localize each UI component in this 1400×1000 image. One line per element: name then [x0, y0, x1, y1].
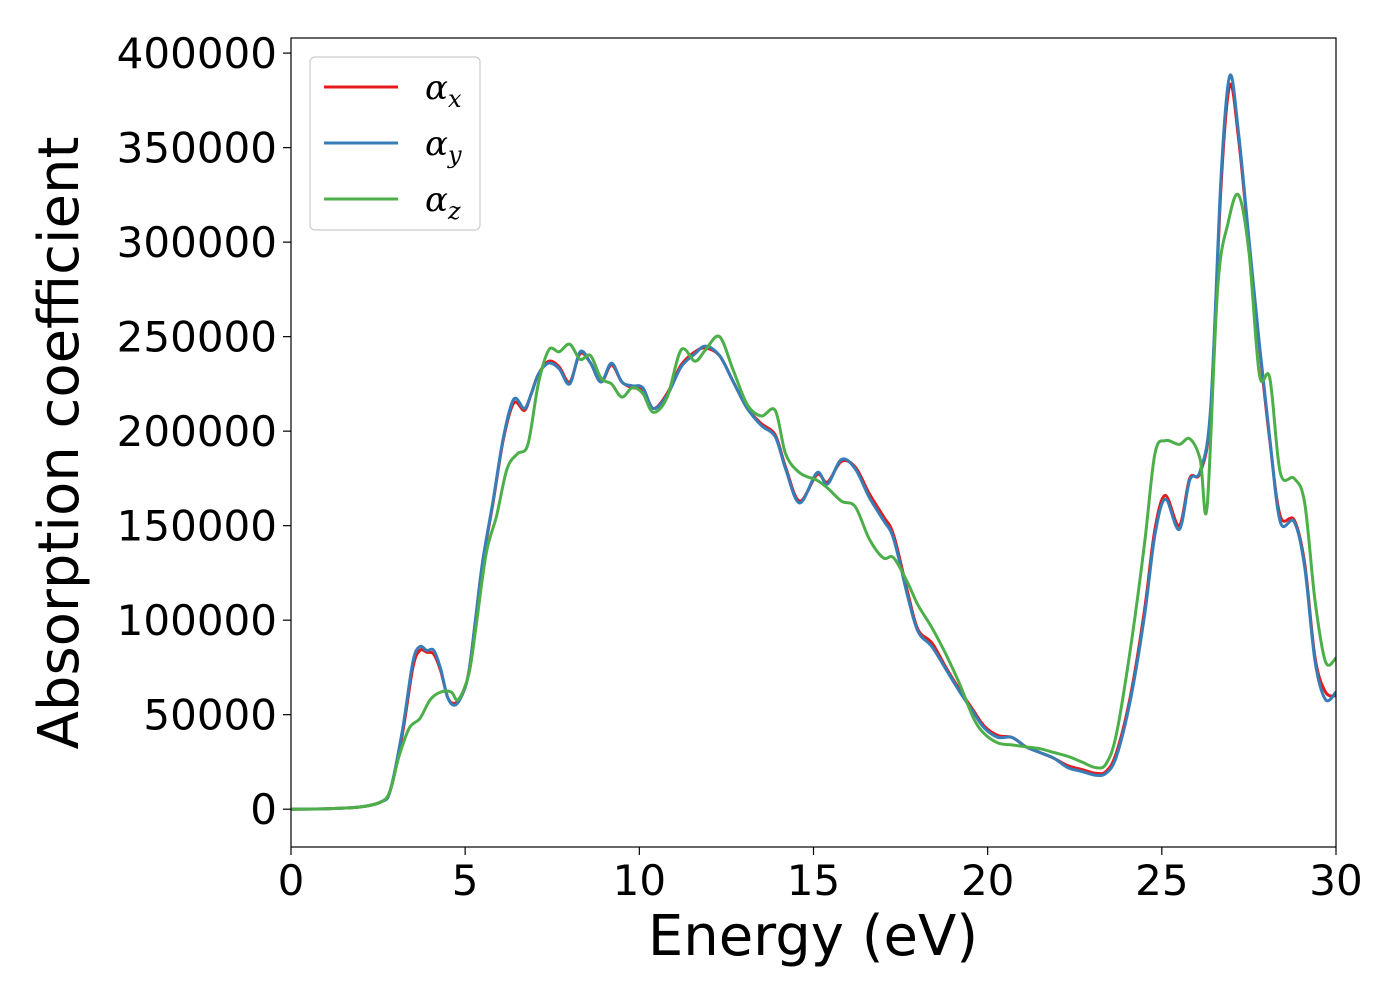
x-tick-label: 15 — [787, 856, 840, 905]
plot-area — [291, 73, 1336, 811]
y-tick-label: 300000 — [117, 218, 277, 267]
y-tick-label: 400000 — [117, 29, 277, 78]
series-line-z — [291, 192, 1336, 811]
x-tick-label: 0 — [278, 856, 305, 905]
x-axis-label: Energy (eV) — [648, 904, 978, 969]
y-tick-label: 250000 — [117, 313, 277, 362]
x-tick-label: 5 — [452, 856, 479, 905]
x-tick-label: 25 — [1135, 856, 1188, 905]
x-tick-label: 30 — [1309, 856, 1362, 905]
legend-entry-y: αy — [425, 124, 462, 169]
legend: αx αy αz — [309, 56, 481, 231]
y-tick-label: 350000 — [117, 124, 277, 173]
y-tick-label: 150000 — [117, 502, 277, 551]
legend-entry-x: αx — [425, 68, 462, 113]
series-line-y — [291, 73, 1336, 811]
y-tick-label: 0 — [250, 785, 277, 834]
x-tick-label: 10 — [613, 856, 666, 905]
y-axis-label: Absorption coefficient — [27, 137, 92, 750]
y-tick-label: 100000 — [117, 596, 277, 645]
y-tick-label: 50000 — [143, 691, 277, 740]
x-tick-label: 20 — [961, 856, 1014, 905]
legend-entry-z: αz — [425, 180, 461, 225]
axes: 0 5 10 15 20 25 30 0 50000 100000 150000 200000 2500… — [117, 29, 1363, 905]
y-tick-label: 200000 — [117, 407, 277, 456]
series-group — [291, 73, 1336, 811]
